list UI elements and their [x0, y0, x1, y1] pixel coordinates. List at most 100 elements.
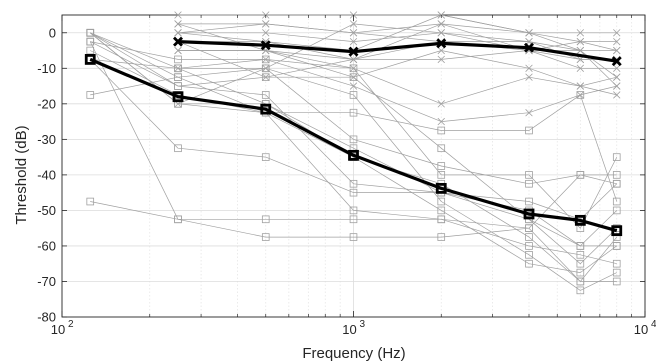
- x-tick-label: 10: [51, 322, 65, 337]
- series-line: [90, 32, 617, 291]
- data-point: [174, 73, 182, 81]
- mean-series-cross-26: [173, 36, 622, 67]
- data-point: [523, 208, 535, 220]
- data-point: [576, 286, 585, 295]
- individual-series-cross-23: [174, 46, 621, 90]
- data-point: [261, 91, 270, 99]
- data-point: [174, 20, 182, 28]
- data-point: [525, 29, 533, 37]
- series-line: [89, 57, 618, 233]
- y-tick-label: -10: [37, 61, 56, 76]
- data-point: [525, 233, 533, 241]
- data-point: [349, 188, 358, 197]
- data-point: [436, 38, 447, 49]
- data-point: [576, 64, 585, 72]
- data-point: [349, 215, 358, 224]
- x-tick-label-exponent: 4: [651, 319, 656, 330]
- y-axis-label: Threshold (dB): [13, 125, 30, 224]
- data-point: [437, 171, 446, 179]
- data-point: [349, 55, 358, 64]
- data-point: [576, 37, 585, 46]
- data-point: [576, 251, 585, 259]
- axis-ticks: [61, 15, 646, 318]
- data-point: [173, 36, 183, 47]
- x-tick-label: 10: [342, 322, 356, 337]
- data-point: [435, 182, 447, 194]
- data-point: [86, 37, 95, 46]
- series-line: [90, 59, 618, 273]
- y-tick-label: -50: [37, 203, 56, 218]
- data-point: [576, 171, 585, 179]
- data-point: [525, 64, 533, 72]
- data-point: [576, 242, 585, 250]
- data-point: [437, 117, 445, 126]
- data-point: [260, 40, 271, 51]
- data-point: [612, 179, 621, 188]
- data-point: [437, 55, 445, 64]
- data-point: [525, 197, 533, 206]
- data-point: [349, 64, 358, 72]
- data-point: [260, 103, 272, 115]
- series-line: [177, 40, 618, 63]
- data-point: [525, 73, 533, 81]
- data-point: [613, 82, 621, 90]
- data-point: [524, 42, 534, 53]
- data-point: [349, 37, 358, 46]
- data-point: [437, 20, 445, 28]
- y-tick-label: -60: [37, 238, 56, 253]
- data-point: [613, 73, 621, 81]
- data-point: [525, 251, 533, 259]
- data-point: [613, 29, 621, 37]
- y-tick-label: -30: [37, 132, 56, 147]
- y-tick-label: -20: [37, 96, 56, 111]
- series-line: [89, 59, 618, 220]
- data-point: [349, 64, 358, 73]
- data-point: [349, 108, 358, 117]
- data-point: [262, 29, 270, 37]
- data-point: [349, 179, 358, 188]
- data-point: [348, 149, 359, 161]
- data-point: [612, 206, 621, 215]
- data-point: [349, 73, 358, 81]
- data-point: [86, 91, 95, 99]
- data-point: [525, 224, 533, 232]
- data-point: [261, 73, 270, 81]
- data-point: [174, 144, 182, 153]
- y-tick-label: -40: [37, 167, 56, 182]
- data-point: [525, 171, 533, 179]
- data-point: [172, 91, 184, 103]
- x-tick-label-exponent: 3: [360, 319, 366, 330]
- data-point: [612, 277, 621, 286]
- individual-series-square-2: [86, 171, 621, 241]
- data-point: [349, 135, 358, 144]
- data-point: [576, 91, 585, 99]
- series-line: [90, 32, 617, 247]
- series-line: [90, 174, 617, 238]
- data-point: [262, 20, 270, 28]
- data-point: [437, 215, 446, 224]
- y-tick-label: -70: [37, 274, 56, 289]
- data-point: [437, 29, 445, 37]
- y-tick-label: 0: [49, 25, 56, 40]
- data-point: [262, 64, 270, 72]
- data-point: [613, 46, 621, 55]
- y-tick-label: -80: [37, 310, 56, 325]
- data-point: [349, 206, 358, 215]
- data-point: [174, 29, 182, 37]
- data-point: [612, 242, 621, 250]
- data-point: [174, 82, 182, 90]
- data-point: [576, 277, 585, 286]
- data-point: [349, 20, 358, 28]
- data-point: [613, 64, 621, 72]
- data-point: [612, 197, 621, 206]
- data-point: [437, 126, 446, 135]
- data-point: [611, 56, 622, 67]
- individual-series-square-4: [86, 37, 621, 268]
- data-point: [612, 153, 621, 161]
- series-line: [90, 32, 617, 185]
- data-point: [261, 64, 270, 73]
- data-point: [261, 153, 270, 161]
- data-point: [525, 179, 533, 188]
- data-point: [84, 54, 96, 65]
